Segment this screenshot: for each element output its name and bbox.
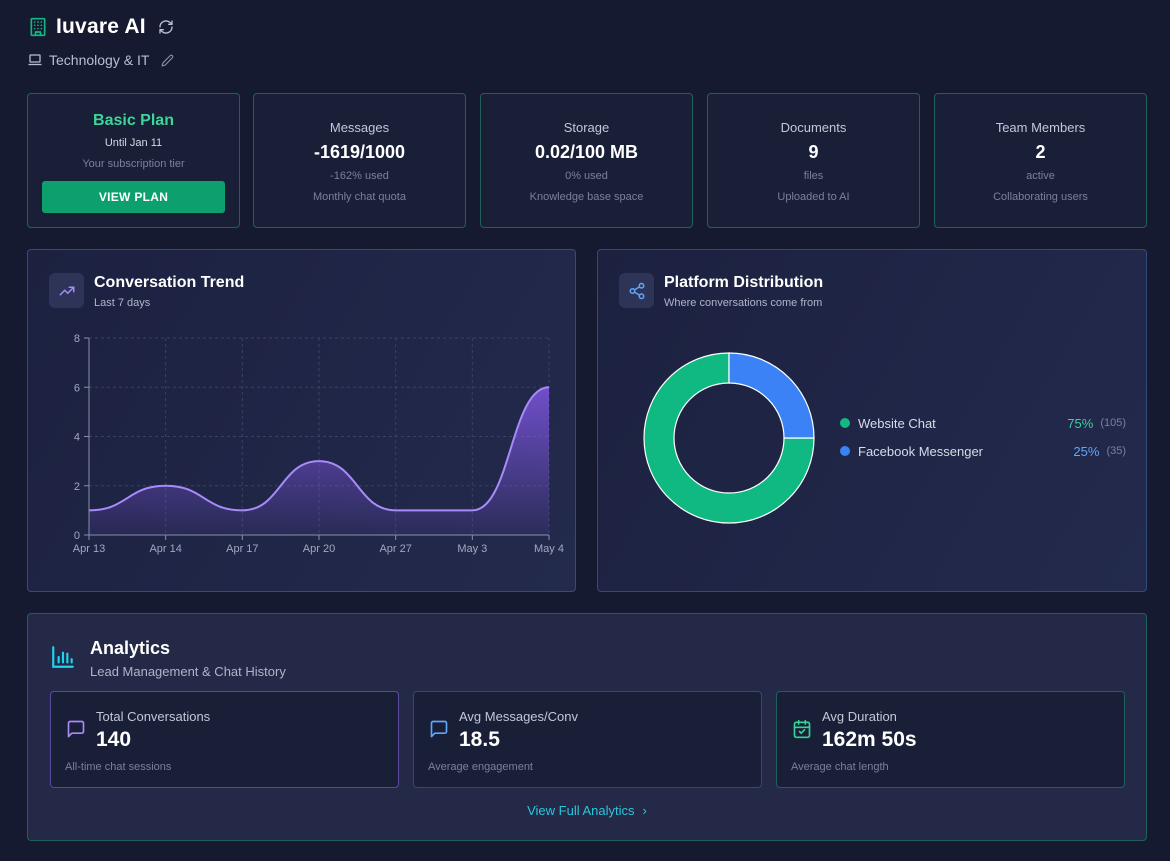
x-tick-label: Apr 13 — [73, 543, 105, 555]
stat-value: 0.02/100 MB — [534, 142, 639, 162]
analytics-subtitle: Lead Management & Chat History — [90, 664, 286, 679]
metric-description: Average chat length — [791, 761, 889, 773]
legend-dot — [840, 418, 850, 428]
metric-total-conversations: Total Conversations 140 All-time chat se… — [50, 691, 399, 788]
refresh-icon[interactable] — [158, 19, 174, 35]
panel-title: Conversation Trend — [94, 274, 245, 291]
legend-dot — [840, 446, 850, 456]
x-tick-label: Apr 27 — [379, 543, 411, 555]
view-full-analytics-label: View Full Analytics — [527, 803, 635, 818]
title-row: Iuvare AI — [28, 14, 174, 40]
stat-label: Messages — [329, 120, 390, 135]
platform-legend: Website Chat 75% (105) Facebook Messenge… — [840, 409, 1126, 465]
laptop-icon — [28, 54, 42, 66]
bar-chart-icon — [50, 644, 76, 670]
metric-avg-messages: Avg Messages/Conv 18.5 Average engagemen… — [413, 691, 762, 788]
stat-description: Knowledge base space — [529, 191, 644, 203]
legend-percent: 25% — [1073, 443, 1100, 459]
messages-card: Messages -1619/1000 -162% used Monthly c… — [253, 93, 466, 228]
metric-label: Avg Duration — [822, 709, 897, 724]
plan-name: Basic Plan — [93, 112, 174, 129]
industry-label: Technology & IT — [49, 52, 150, 68]
donut-slice-1 — [728, 352, 815, 439]
analytics-title: Analytics — [90, 638, 171, 658]
metric-description: All-time chat sessions — [65, 761, 172, 773]
industry-row: Technology & IT — [28, 52, 174, 68]
calendar-icon — [792, 719, 812, 739]
analytics-header: Analytics Lead Management & Chat History — [50, 638, 286, 679]
trending-up-icon — [49, 273, 84, 308]
app-title: Iuvare AI — [56, 15, 146, 38]
y-tick-label: 4 — [74, 432, 80, 444]
metric-value: 18.5 — [459, 728, 500, 751]
legend-count: (35) — [1106, 445, 1126, 457]
stat-label: Documents — [780, 120, 847, 135]
storage-card: Storage 0.02/100 MB 0% used Knowledge ba… — [480, 93, 693, 228]
legend-label: Facebook Messenger — [858, 443, 984, 459]
conversation-trend-chart: 0 2 4 6 8 Apr 13 Apr 14 Apr 17 Apr 20 Apr 27 May 3… — [73, 333, 564, 555]
plan-until: Until Jan 11 — [104, 137, 163, 149]
plan-card: Basic Plan Until Jan 11 Your subscriptio… — [27, 93, 240, 228]
x-tick-label: Apr 20 — [303, 543, 335, 555]
chevron-right-icon: › — [642, 803, 647, 818]
documents-card: Documents 9 files Uploaded to AI — [707, 93, 920, 228]
y-tick-label: 0 — [74, 530, 80, 542]
legend-label: Website Chat — [858, 415, 936, 431]
stat-description: Collaborating users — [993, 191, 1088, 203]
stat-sub: files — [803, 170, 824, 182]
panel-subtitle: Last 7 days — [94, 297, 151, 309]
legend-item-website-chat: Website Chat 75% (105) — [840, 409, 1126, 437]
x-tick-label: Apr 14 — [149, 543, 181, 555]
team-members-card: Team Members 2 active Collaborating user… — [934, 93, 1147, 228]
metric-avg-duration: Avg Duration 162m 50s Average chat lengt… — [776, 691, 1125, 788]
plan-description: Your subscription tier — [82, 158, 185, 170]
y-tick-label: 2 — [74, 481, 80, 493]
stat-value: 2 — [1035, 142, 1046, 162]
metric-description: Average engagement — [428, 761, 533, 773]
stat-sub: 0% used — [565, 170, 608, 182]
panel-title: Platform Distribution — [664, 274, 824, 291]
panel-subtitle: Where conversations come from — [664, 297, 823, 309]
message-square-icon — [66, 719, 86, 739]
legend-percent: 75% — [1067, 415, 1094, 431]
share-icon — [619, 273, 654, 308]
y-tick-label: 8 — [74, 333, 80, 345]
stat-label: Storage — [563, 120, 610, 135]
conversation-trend-panel: Conversation Trend Last 7 days 0 2 4 6 8 Apr … — [27, 249, 576, 592]
legend-item-facebook-messenger: Facebook Messenger 25% (35) — [840, 437, 1126, 465]
building-icon — [28, 17, 48, 37]
x-tick-label: Apr 17 — [226, 543, 258, 555]
metric-label: Avg Messages/Conv — [459, 709, 578, 724]
stat-sub: -162% used — [330, 170, 389, 182]
donut-slice-0 — [643, 352, 815, 524]
view-full-analytics-link[interactable]: View Full Analytics › — [28, 803, 1146, 818]
stat-description: Uploaded to AI — [777, 191, 850, 203]
view-plan-button[interactable]: VIEW PLAN — [42, 181, 225, 213]
metric-value: 162m 50s — [822, 728, 917, 751]
y-tick-label: 6 — [74, 382, 80, 394]
message-square-icon — [429, 719, 449, 739]
page-header: Iuvare AI Technology & IT — [28, 14, 174, 68]
panel-header: Platform Distribution Where conversation… — [619, 273, 823, 309]
x-tick-label: May 4 — [534, 543, 564, 555]
legend-count: (105) — [1100, 417, 1126, 429]
metric-label: Total Conversations — [96, 709, 211, 724]
stat-description: Monthly chat quota — [313, 191, 406, 203]
platform-donut-chart — [643, 352, 815, 524]
pencil-icon[interactable] — [161, 54, 174, 67]
stat-value: -1619/1000 — [313, 142, 406, 162]
panel-header: Conversation Trend Last 7 days — [49, 273, 244, 309]
stat-value: 9 — [808, 142, 819, 162]
stat-sub: active — [1026, 170, 1055, 182]
x-tick-label: May 3 — [457, 543, 487, 555]
metric-value: 140 — [96, 728, 132, 751]
platform-distribution-panel: Platform Distribution Where conversation… — [597, 249, 1147, 592]
trend-series-line — [88, 386, 550, 512]
stat-label: Team Members — [995, 120, 1086, 135]
analytics-section: Analytics Lead Management & Chat History… — [27, 613, 1147, 841]
